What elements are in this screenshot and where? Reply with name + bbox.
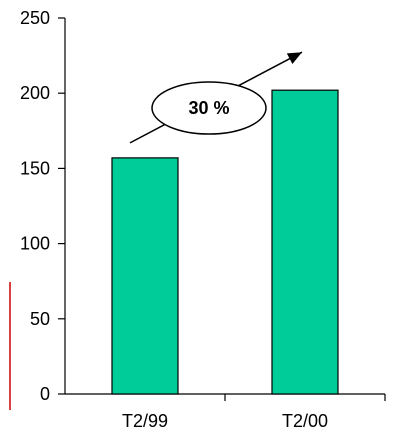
growth-annotation: 30 % <box>129 51 303 144</box>
x-tick-labels: T2/99 T2/00 <box>122 411 328 431</box>
growth-callout-ellipse <box>151 81 267 135</box>
y-tick-label: 100 <box>20 234 50 254</box>
growth-callout-label: 30 % <box>188 98 229 118</box>
x-tick-label: T2/00 <box>282 411 328 431</box>
y-tick-label: 250 <box>20 8 50 28</box>
y-tick-label: 150 <box>20 158 50 178</box>
bar-T2/99 <box>111 157 179 395</box>
y-tick-label: 200 <box>20 83 50 103</box>
bar-T2/00 <box>271 89 339 395</box>
y-tick-label: 50 <box>30 309 50 329</box>
y-tick-label: 0 <box>40 384 50 404</box>
y-ticks: 0 50 100 150 200 250 <box>20 8 386 404</box>
bars <box>111 89 339 395</box>
x-tick-label: T2/99 <box>122 411 168 431</box>
growth-arrow-head <box>286 52 302 65</box>
